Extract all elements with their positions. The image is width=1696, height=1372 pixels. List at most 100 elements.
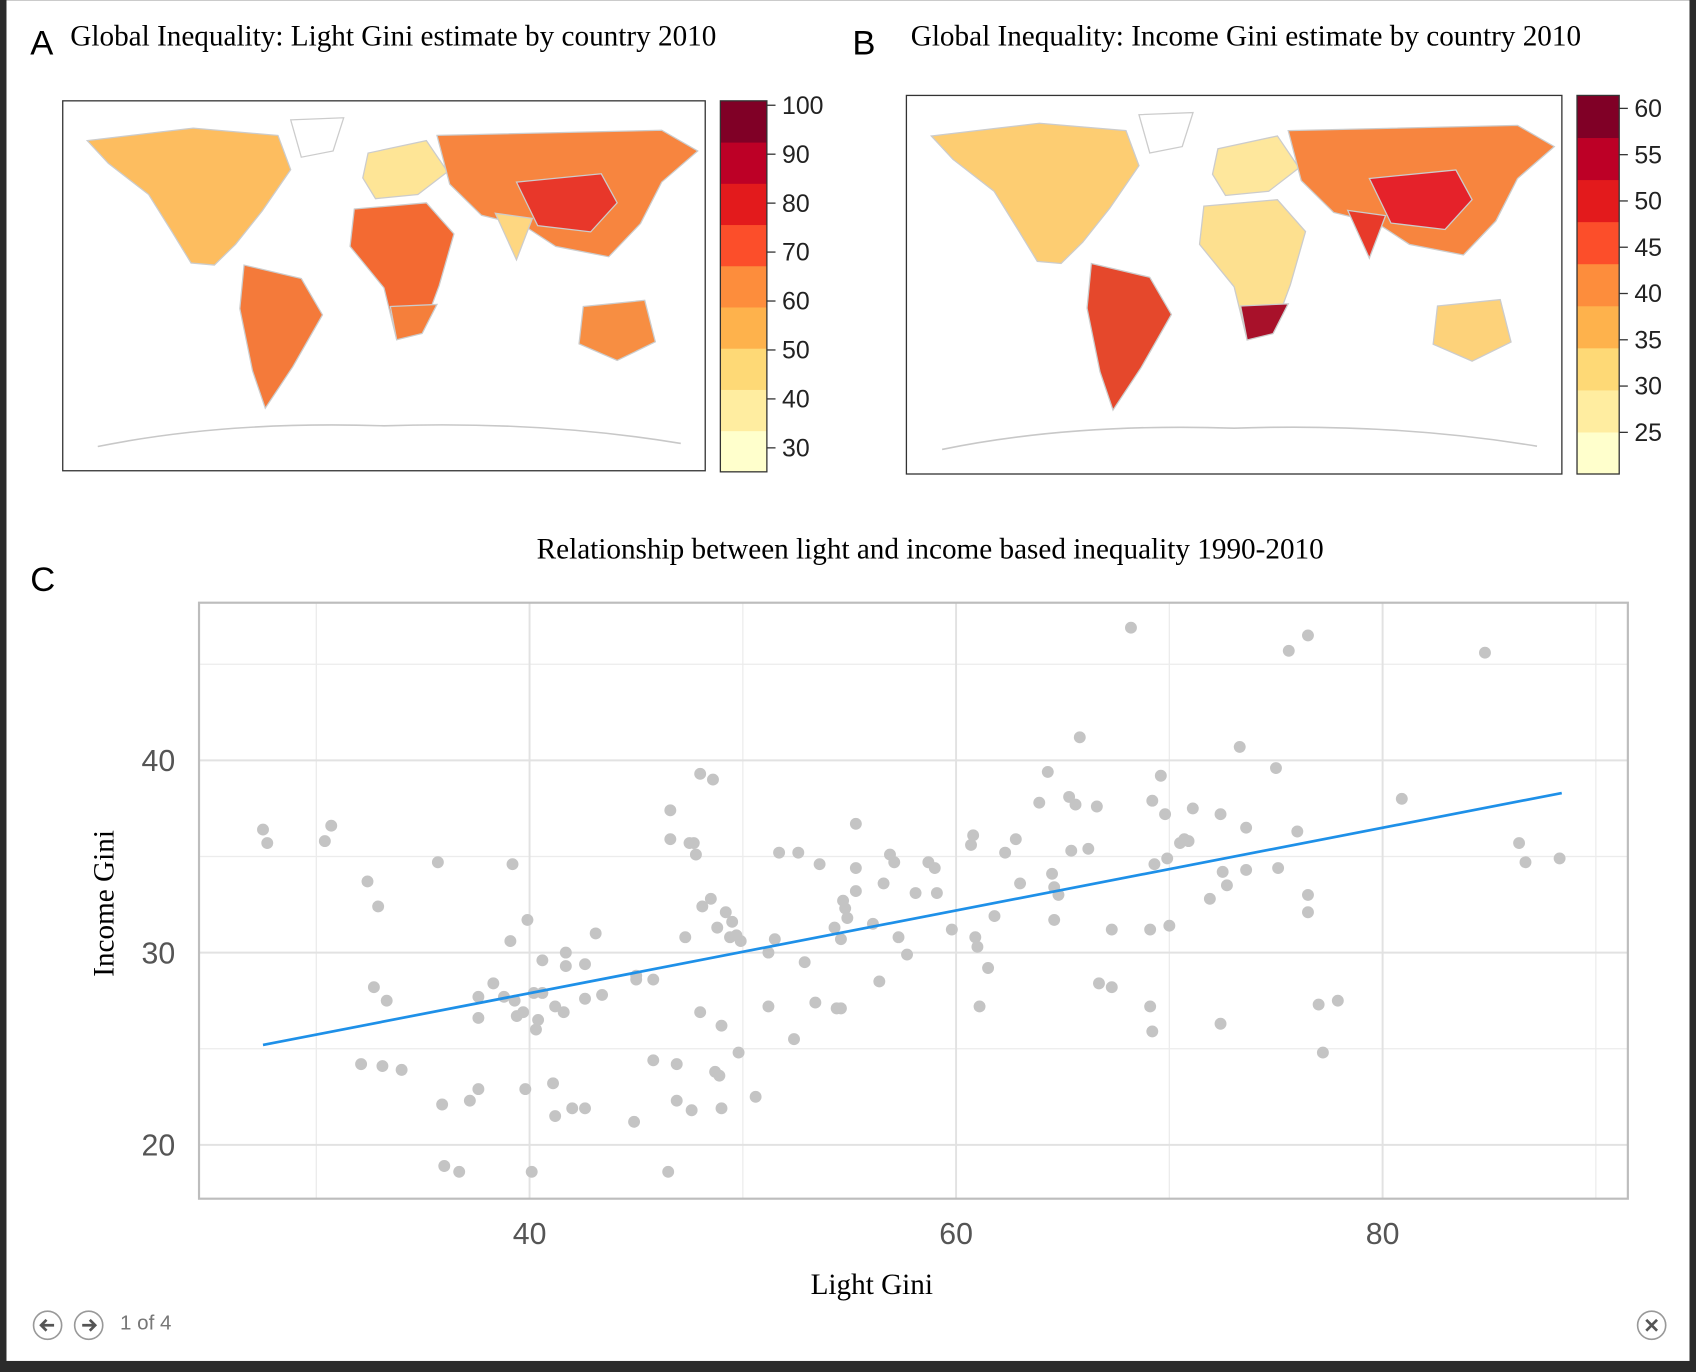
point bbox=[888, 856, 901, 869]
plot-area bbox=[199, 602, 1628, 1199]
point bbox=[355, 1058, 368, 1071]
point bbox=[1014, 877, 1027, 890]
point bbox=[1186, 802, 1199, 815]
point bbox=[579, 958, 591, 971]
point bbox=[1065, 844, 1078, 857]
colorbar-band bbox=[1577, 221, 1620, 265]
point bbox=[1048, 913, 1061, 926]
australia bbox=[578, 299, 657, 362]
point bbox=[559, 960, 572, 973]
point bbox=[877, 877, 890, 890]
point bbox=[1331, 994, 1344, 1007]
point bbox=[1033, 796, 1046, 809]
point bbox=[519, 1083, 532, 1096]
north-america bbox=[929, 122, 1140, 265]
colorbar-tick-label: 50 bbox=[782, 337, 810, 365]
point bbox=[566, 1102, 579, 1115]
point bbox=[873, 975, 886, 988]
colorbar-tick-label: 45 bbox=[1634, 234, 1662, 262]
point bbox=[1041, 765, 1054, 778]
point bbox=[367, 981, 380, 994]
point bbox=[1009, 833, 1022, 846]
point bbox=[762, 1000, 775, 1013]
point bbox=[559, 946, 572, 959]
x-tick-label: 40 bbox=[513, 1218, 547, 1251]
point bbox=[261, 837, 274, 849]
point bbox=[1093, 977, 1105, 990]
colorbar-band bbox=[1577, 431, 1620, 475]
point bbox=[472, 990, 485, 1003]
point bbox=[530, 1023, 542, 1036]
point bbox=[372, 900, 385, 913]
point bbox=[1302, 906, 1314, 919]
point bbox=[1161, 852, 1174, 865]
point bbox=[579, 992, 591, 1005]
point bbox=[1105, 923, 1118, 936]
point bbox=[670, 1058, 683, 1071]
india bbox=[1346, 209, 1387, 260]
colorbar-band bbox=[720, 183, 767, 226]
point bbox=[679, 931, 692, 944]
point bbox=[628, 1115, 641, 1128]
point bbox=[436, 1098, 449, 1111]
point bbox=[504, 935, 517, 948]
point bbox=[930, 887, 943, 899]
china bbox=[1368, 169, 1473, 231]
point bbox=[1105, 981, 1118, 994]
colorbar-tick-label: 35 bbox=[1634, 326, 1662, 354]
point bbox=[839, 902, 852, 915]
point bbox=[749, 1090, 762, 1103]
point bbox=[438, 1160, 451, 1172]
antarctica bbox=[941, 426, 1538, 451]
point bbox=[1214, 1017, 1227, 1030]
point bbox=[664, 804, 677, 817]
point bbox=[1146, 1025, 1159, 1038]
y-axis-label: Income Gini bbox=[89, 830, 121, 977]
point bbox=[453, 1165, 466, 1178]
point bbox=[982, 962, 995, 974]
point bbox=[973, 1000, 986, 1013]
colorbar-tick-label: 25 bbox=[1634, 419, 1662, 447]
point bbox=[1125, 621, 1137, 634]
colorbar-band bbox=[1577, 95, 1620, 139]
point bbox=[704, 892, 717, 905]
point bbox=[713, 1069, 726, 1082]
viewer-nav: 1 of 4 bbox=[32, 1310, 1667, 1341]
point bbox=[707, 773, 719, 786]
point bbox=[1395, 792, 1408, 805]
point bbox=[521, 913, 534, 926]
colorbar-band bbox=[720, 348, 767, 390]
point bbox=[687, 837, 700, 849]
colorbar-band bbox=[720, 224, 767, 267]
point bbox=[809, 996, 822, 1009]
point bbox=[257, 823, 269, 836]
point bbox=[472, 1083, 485, 1096]
point bbox=[579, 1102, 591, 1115]
colorbar-tick-label: 80 bbox=[782, 190, 810, 218]
colorbar-tick-label: 55 bbox=[1634, 141, 1662, 169]
point bbox=[1214, 808, 1227, 821]
prev-icon bbox=[39, 1318, 55, 1332]
point bbox=[892, 931, 905, 944]
point bbox=[1240, 821, 1253, 834]
point bbox=[849, 862, 862, 874]
point bbox=[828, 921, 841, 934]
south-america bbox=[1086, 262, 1173, 412]
point bbox=[945, 923, 958, 936]
point bbox=[909, 887, 922, 899]
point bbox=[1073, 731, 1086, 744]
point bbox=[849, 817, 862, 830]
point bbox=[1146, 794, 1159, 807]
point bbox=[376, 1060, 389, 1072]
point bbox=[1316, 1046, 1329, 1059]
point bbox=[536, 954, 549, 967]
point bbox=[647, 1054, 660, 1067]
point bbox=[596, 988, 609, 1001]
point bbox=[999, 846, 1012, 859]
point bbox=[1144, 923, 1157, 936]
point bbox=[431, 856, 444, 869]
point bbox=[630, 973, 643, 986]
point bbox=[463, 1094, 476, 1107]
colorbar-band bbox=[720, 100, 767, 143]
page-counter: 1 of 4 bbox=[120, 1312, 171, 1335]
